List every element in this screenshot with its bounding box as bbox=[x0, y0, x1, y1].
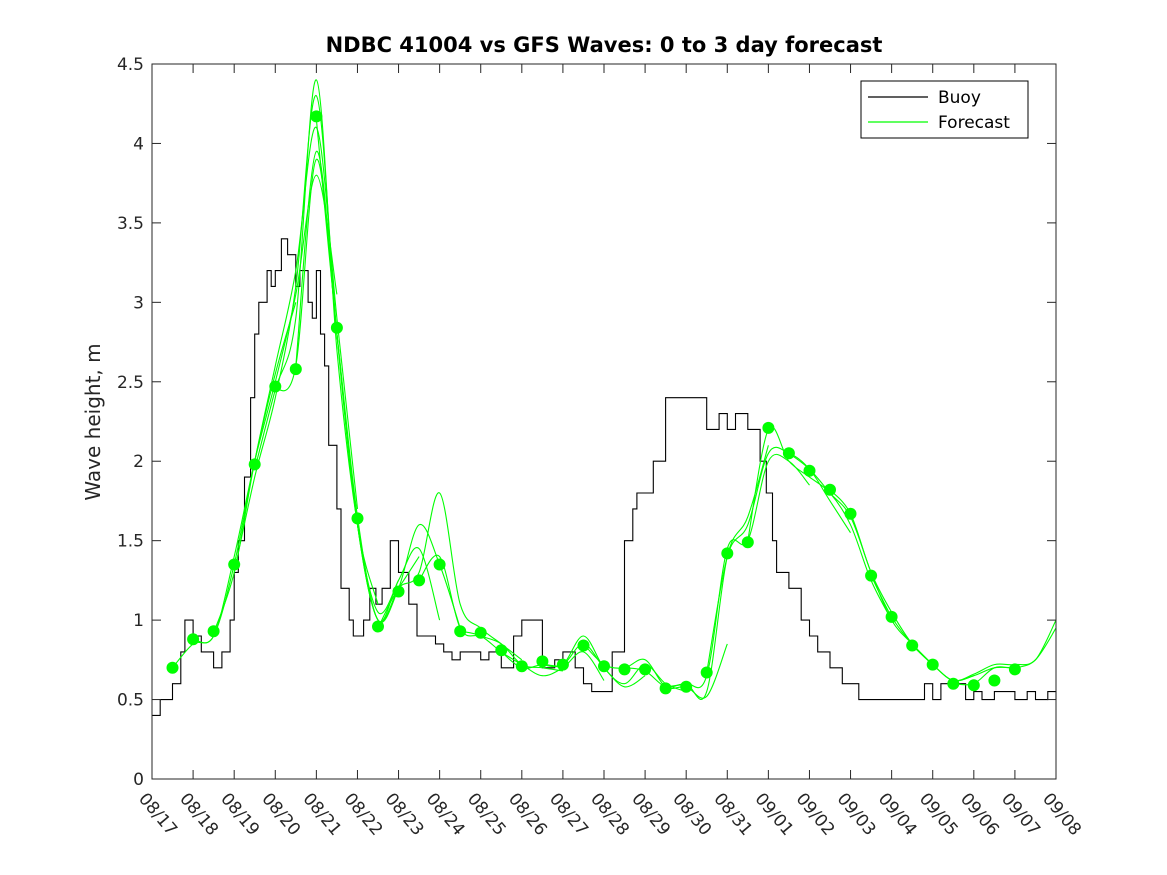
forecast-point-14 bbox=[454, 625, 467, 638]
y-tick-label: 4 bbox=[133, 134, 144, 154]
forecast-point-13 bbox=[433, 558, 446, 571]
plot-area bbox=[152, 79, 1057, 716]
forecast-point-19 bbox=[556, 658, 569, 671]
forecast-run-line-6 bbox=[295, 150, 441, 623]
chart-title: NDBC 41004 vs GFS Waves: 0 to 3 day fore… bbox=[326, 33, 883, 57]
forecast-point-33 bbox=[844, 507, 857, 520]
y-axis-label: Wave height, m bbox=[81, 343, 105, 500]
y-tick-label: 2.5 bbox=[117, 373, 144, 393]
forecast-point-31 bbox=[803, 464, 816, 477]
forecast-point-32 bbox=[824, 483, 836, 496]
forecast-point-38 bbox=[947, 677, 960, 690]
forecast-point-23 bbox=[639, 663, 652, 676]
forecast-point-10 bbox=[372, 620, 384, 633]
forecast-point-34 bbox=[865, 569, 878, 582]
y-tick-label: 2 bbox=[133, 452, 144, 472]
forecast-point-0 bbox=[166, 661, 179, 674]
y-tick-label: 4.5 bbox=[117, 55, 144, 75]
legend-box bbox=[860, 80, 1029, 139]
forecast-point-16 bbox=[495, 644, 508, 657]
forecast-point-41 bbox=[1008, 663, 1021, 676]
forecast-point-39 bbox=[967, 679, 980, 692]
forecast-point-28 bbox=[741, 536, 754, 549]
forecast-point-29 bbox=[762, 421, 775, 434]
y-tick-label: 3 bbox=[133, 293, 144, 313]
forecast-point-26 bbox=[700, 666, 713, 679]
forecast-point-2 bbox=[207, 625, 220, 638]
forecast-point-37 bbox=[926, 658, 939, 671]
y-tick-label: 1 bbox=[133, 611, 144, 631]
forecast-point-36 bbox=[906, 639, 919, 652]
forecast-point-8 bbox=[330, 321, 343, 334]
y-tick-label: 0.5 bbox=[117, 691, 144, 711]
forecast-point-3 bbox=[228, 558, 241, 571]
y-tick-label: 1.5 bbox=[117, 532, 144, 552]
forecast-point-40 bbox=[988, 674, 1001, 687]
forecast-point-4 bbox=[248, 458, 261, 471]
forecast-run-line-8 bbox=[377, 492, 523, 661]
y-tick-label: 0 bbox=[133, 770, 144, 790]
forecast-point-22 bbox=[618, 663, 631, 676]
forecast-point-18 bbox=[536, 655, 549, 668]
forecast-point-11 bbox=[392, 585, 405, 598]
forecast-point-30 bbox=[782, 447, 795, 460]
forecast-point-17 bbox=[515, 660, 528, 673]
legend: Buoy Forecast bbox=[860, 80, 1029, 139]
forecast-point-20 bbox=[577, 639, 590, 652]
y-tick-label: 3.5 bbox=[117, 214, 144, 234]
forecast-point-9 bbox=[351, 512, 364, 525]
forecast-point-15 bbox=[474, 626, 487, 639]
legend-label-buoy: Buoy bbox=[938, 88, 981, 108]
legend-label-forecast: Forecast bbox=[938, 113, 1010, 133]
forecast-point-7 bbox=[310, 110, 323, 123]
forecast-point-24 bbox=[659, 682, 672, 695]
forecast-point-25 bbox=[680, 680, 693, 693]
forecast-point-21 bbox=[598, 660, 610, 673]
forecast-point-5 bbox=[269, 380, 282, 393]
forecast-point-27 bbox=[721, 547, 734, 560]
forecast-point-12 bbox=[413, 574, 426, 587]
forecast-point-6 bbox=[289, 363, 302, 376]
forecast-point-1 bbox=[187, 633, 200, 646]
forecast-point-35 bbox=[885, 610, 898, 623]
forecast-run-line-7 bbox=[315, 119, 461, 629]
